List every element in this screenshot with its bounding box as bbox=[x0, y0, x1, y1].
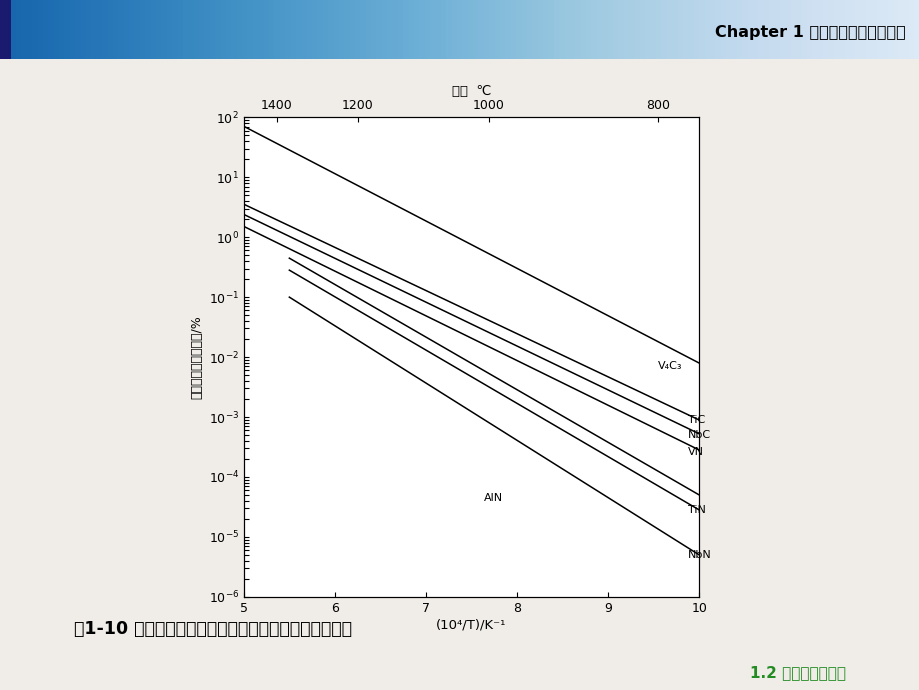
Text: 1.2 钓的合金化原理: 1.2 钓的合金化原理 bbox=[750, 665, 845, 680]
Y-axis label: 元素溶解度摩尔分数/%: 元素溶解度摩尔分数/% bbox=[190, 315, 203, 399]
Text: Chapter 1 金属材料的合金化原理: Chapter 1 金属材料的合金化原理 bbox=[715, 25, 905, 40]
Text: 图1-10 碳化物和氮化物在奧氏体中溶解度与温度的关系: 图1-10 碳化物和氮化物在奧氏体中溶解度与温度的关系 bbox=[74, 620, 351, 638]
Text: VN: VN bbox=[687, 447, 704, 457]
X-axis label: (10⁴/T)/K⁻¹: (10⁴/T)/K⁻¹ bbox=[436, 619, 506, 632]
X-axis label: 温度  ℃: 温度 ℃ bbox=[451, 86, 491, 98]
Text: NbC: NbC bbox=[687, 430, 710, 440]
Text: TiN: TiN bbox=[687, 505, 706, 515]
Text: AlN: AlN bbox=[483, 493, 503, 503]
Text: V₄C₃: V₄C₃ bbox=[657, 361, 682, 371]
Text: TiC: TiC bbox=[687, 415, 705, 425]
Bar bbox=[0, 0, 11, 59]
Text: NbN: NbN bbox=[687, 550, 711, 560]
